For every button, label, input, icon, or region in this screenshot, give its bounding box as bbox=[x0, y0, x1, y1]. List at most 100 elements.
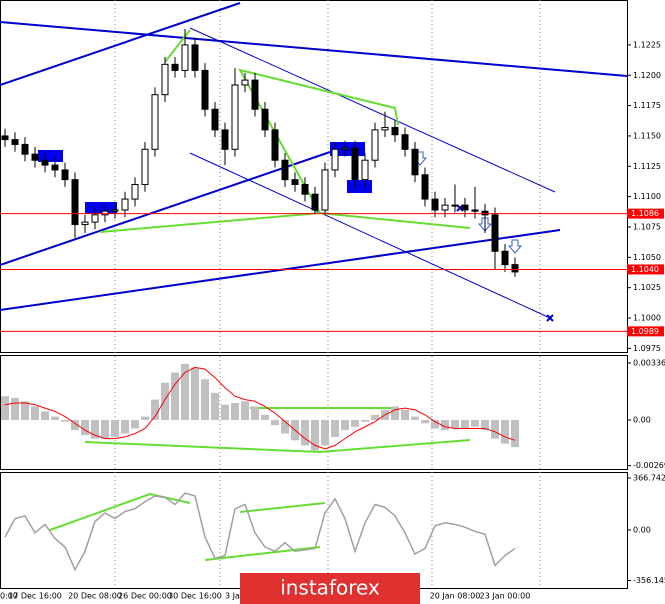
histogram-bar bbox=[201, 379, 209, 420]
histogram-bar bbox=[141, 416, 149, 420]
y-tick-label: 1.1000 bbox=[633, 314, 661, 323]
candle-body bbox=[451, 204, 459, 207]
candle-body bbox=[11, 139, 19, 145]
x-tick-label: 23 Jan 00:00 bbox=[480, 592, 531, 601]
histogram-bar bbox=[191, 367, 199, 420]
candle-body bbox=[161, 63, 169, 96]
watermark: instaforex bbox=[280, 576, 380, 600]
histogram-bar bbox=[181, 363, 189, 420]
candle-body bbox=[101, 210, 109, 216]
histogram-bar bbox=[51, 416, 59, 420]
histogram-bar bbox=[21, 401, 29, 420]
candle-body bbox=[471, 209, 479, 212]
candle-body bbox=[261, 108, 269, 131]
histogram-bar bbox=[211, 392, 219, 420]
y-tick-label: 366.742 bbox=[633, 473, 665, 482]
histogram-bar bbox=[471, 419, 479, 427]
candle-body bbox=[361, 159, 369, 181]
y-tick-label: -0.00269 bbox=[633, 461, 665, 470]
candle-body bbox=[381, 126, 389, 131]
candle-body bbox=[411, 148, 419, 176]
histogram-bar bbox=[481, 419, 489, 431]
x-tick-label: 30 Dec 16:00 bbox=[168, 592, 222, 601]
candle-body bbox=[431, 198, 439, 211]
y-tick-label: 1.1025 bbox=[633, 283, 661, 292]
candle-body bbox=[301, 183, 309, 195]
histogram-bar bbox=[301, 419, 309, 446]
y-tick-label: 1.1100 bbox=[633, 192, 661, 201]
y-tick-label: 1.0975 bbox=[633, 344, 661, 353]
histogram-bar bbox=[391, 406, 399, 420]
y-tick-label: 1.1175 bbox=[633, 101, 661, 110]
candle-body bbox=[251, 79, 259, 110]
histogram-bar bbox=[491, 419, 499, 439]
x-tick-label: 26 Dec 00:00 bbox=[118, 592, 172, 601]
candle-body bbox=[271, 129, 279, 161]
candle-body bbox=[461, 204, 469, 211]
x-tick-label: 20 Dec 08:00 bbox=[68, 592, 122, 601]
histogram-bar bbox=[171, 372, 179, 420]
indicator-line bbox=[4, 492, 516, 572]
level-box bbox=[627, 326, 664, 337]
candle-body bbox=[501, 250, 509, 266]
candle-body bbox=[371, 129, 379, 161]
candle-body bbox=[511, 264, 519, 273]
histogram-bar bbox=[311, 419, 319, 451]
x-tick-label: 3 Jan bbox=[225, 592, 245, 601]
histogram-bar bbox=[31, 406, 39, 420]
histogram-bar bbox=[251, 406, 259, 420]
annotations bbox=[0, 2, 628, 561]
candle-body bbox=[131, 183, 139, 200]
histogram-bar bbox=[81, 419, 89, 436]
candle-body bbox=[241, 79, 249, 86]
candle-body bbox=[291, 179, 299, 185]
x-tick-label: 17 Dec 16:00 bbox=[8, 592, 62, 601]
candle-body bbox=[91, 214, 99, 223]
y-tick-label: 1.1150 bbox=[633, 131, 661, 140]
candle-body bbox=[1, 135, 9, 141]
candle-body bbox=[391, 126, 399, 136]
candle-body bbox=[341, 147, 349, 150]
histogram-bar bbox=[331, 419, 339, 437]
signal-line bbox=[4, 366, 516, 450]
candle-body bbox=[181, 44, 189, 71]
histogram-bar bbox=[271, 419, 279, 426]
candle-body bbox=[71, 179, 79, 226]
candle-body bbox=[121, 198, 129, 211]
histogram-bar bbox=[151, 399, 159, 420]
candle-body bbox=[201, 69, 209, 110]
candle-body bbox=[151, 94, 159, 150]
histogram-bar bbox=[441, 419, 449, 431]
histogram-bar bbox=[121, 419, 129, 434]
candle-body bbox=[281, 159, 289, 181]
candle-body bbox=[51, 164, 59, 171]
histogram-bar bbox=[511, 419, 519, 448]
candle-body bbox=[491, 214, 499, 252]
histogram-bar bbox=[321, 419, 329, 446]
watermark-box bbox=[240, 573, 420, 604]
candle-body bbox=[41, 159, 49, 166]
y-tick-label: 1.1075 bbox=[633, 222, 661, 231]
histogram-bar bbox=[1, 396, 9, 420]
candle-body bbox=[331, 148, 339, 171]
candle-body bbox=[441, 204, 449, 211]
histogram-bar bbox=[431, 419, 439, 429]
level-label: 1.1040 bbox=[631, 265, 659, 274]
histogram-bar bbox=[421, 419, 429, 424]
histogram-bar bbox=[501, 419, 509, 444]
level-label: 1.0989 bbox=[631, 327, 659, 336]
y-tick-label: 0.00 bbox=[633, 526, 651, 535]
histogram-bar bbox=[401, 409, 409, 420]
histogram-bar bbox=[351, 419, 359, 427]
candle-body bbox=[111, 209, 119, 212]
candle-body bbox=[81, 221, 89, 226]
y-tick-label: 0.00 bbox=[633, 415, 651, 424]
histogram-bar bbox=[361, 419, 369, 422]
histogram-bar bbox=[101, 419, 109, 439]
histogram-bar bbox=[41, 411, 49, 420]
candle-body bbox=[141, 148, 149, 185]
candle-body bbox=[321, 169, 329, 211]
histogram-bar bbox=[71, 419, 79, 431]
candle-body bbox=[211, 108, 219, 131]
